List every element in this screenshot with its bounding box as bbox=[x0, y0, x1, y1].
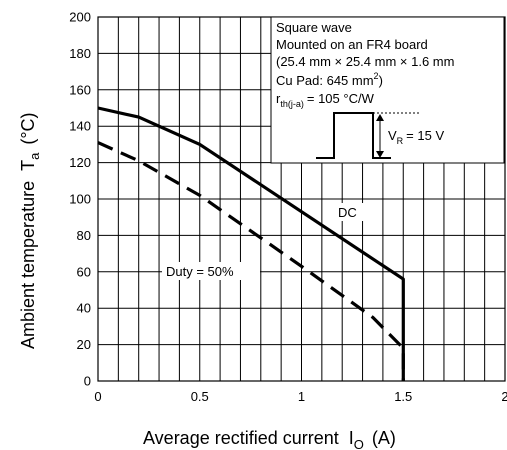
x-tick-label: 0.5 bbox=[191, 389, 209, 404]
vr-arrow-up-icon bbox=[376, 114, 384, 121]
cu-pad-close: ) bbox=[379, 73, 383, 88]
y-axis-ticks: 0 20 40 60 80 100 120 140 160 180 200 bbox=[69, 10, 91, 389]
x-axis-unit: (A) bbox=[372, 428, 396, 448]
vr-symbol: V bbox=[388, 128, 397, 143]
rth-value: = 105 °C/W bbox=[307, 91, 375, 106]
annotation-line-5: rth(j-a) = 105 °C/W bbox=[276, 91, 375, 109]
annotation-line-1: Square wave bbox=[276, 20, 352, 35]
y-axis-symbol: T bbox=[18, 160, 38, 171]
y-tick-label: 80 bbox=[77, 228, 91, 243]
y-tick-label: 0 bbox=[84, 374, 91, 389]
y-tick-label: 120 bbox=[69, 155, 91, 170]
dc-label-bg bbox=[335, 203, 367, 221]
annotation-line-4: Cu Pad: 645 mm2) bbox=[276, 71, 383, 88]
x-axis-ticks: 0 0.5 1 1.5 2 bbox=[94, 389, 507, 404]
x-tick-label: 1.5 bbox=[394, 389, 412, 404]
y-axis-title: Ambient temperature Ta (°C) bbox=[18, 112, 42, 349]
vr-value: = 15 V bbox=[406, 128, 444, 143]
vr-arrow-down-icon bbox=[376, 151, 384, 158]
x-axis-symbol: I bbox=[349, 428, 354, 448]
y-axis-subscript: a bbox=[27, 152, 42, 160]
cu-pad-superscript: 2 bbox=[374, 71, 379, 81]
rth-subscript: th(j-a) bbox=[280, 99, 304, 109]
y-tick-label: 40 bbox=[77, 301, 91, 316]
x-tick-label: 0 bbox=[94, 389, 101, 404]
x-tick-label: 1 bbox=[298, 389, 305, 404]
y-tick-label: 160 bbox=[69, 82, 91, 97]
annotation-line-3: (25.4 mm × 25.4 mm × 1.6 mm bbox=[276, 54, 454, 69]
square-wave-pulse-icon bbox=[316, 112, 391, 159]
annotation-box-background bbox=[270, 16, 505, 164]
grid bbox=[97, 16, 506, 382]
y-axis-unit: (°C) bbox=[18, 112, 38, 144]
x-axis-title: Average rectified current IO (A) bbox=[143, 428, 396, 450]
series-label-dc: DC bbox=[338, 205, 357, 220]
x-axis-title-text: Average rectified current bbox=[143, 428, 339, 448]
y-tick-label: 200 bbox=[69, 10, 91, 25]
x-axis-subscript: O bbox=[354, 437, 364, 450]
series-line-dc bbox=[97, 106, 405, 381]
y-tick-label: 180 bbox=[69, 46, 91, 61]
series-layer bbox=[97, 106, 405, 381]
y-tick-label: 20 bbox=[77, 337, 91, 352]
annotation-box: Square wave Mounted on an FR4 board (25.… bbox=[270, 16, 505, 164]
duty-label-bg bbox=[162, 262, 260, 280]
annotation-line-2: Mounted on an FR4 board bbox=[276, 37, 428, 52]
cu-pad-text: Cu Pad: 645 mm bbox=[276, 73, 374, 88]
vr-subscript: R bbox=[397, 136, 404, 146]
y-tick-label: 140 bbox=[69, 119, 91, 134]
vr-label: VR = 15 V bbox=[388, 128, 444, 146]
x-tick-label: 2 bbox=[501, 389, 507, 404]
y-tick-label: 60 bbox=[77, 264, 91, 279]
rth-symbol: r bbox=[276, 91, 281, 106]
y-axis-title-text: Ambient temperature bbox=[18, 181, 38, 349]
series-line-duty-50 bbox=[97, 141, 405, 381]
y-tick-label: 100 bbox=[69, 192, 91, 207]
series-label-duty: Duty = 50% bbox=[166, 264, 234, 279]
